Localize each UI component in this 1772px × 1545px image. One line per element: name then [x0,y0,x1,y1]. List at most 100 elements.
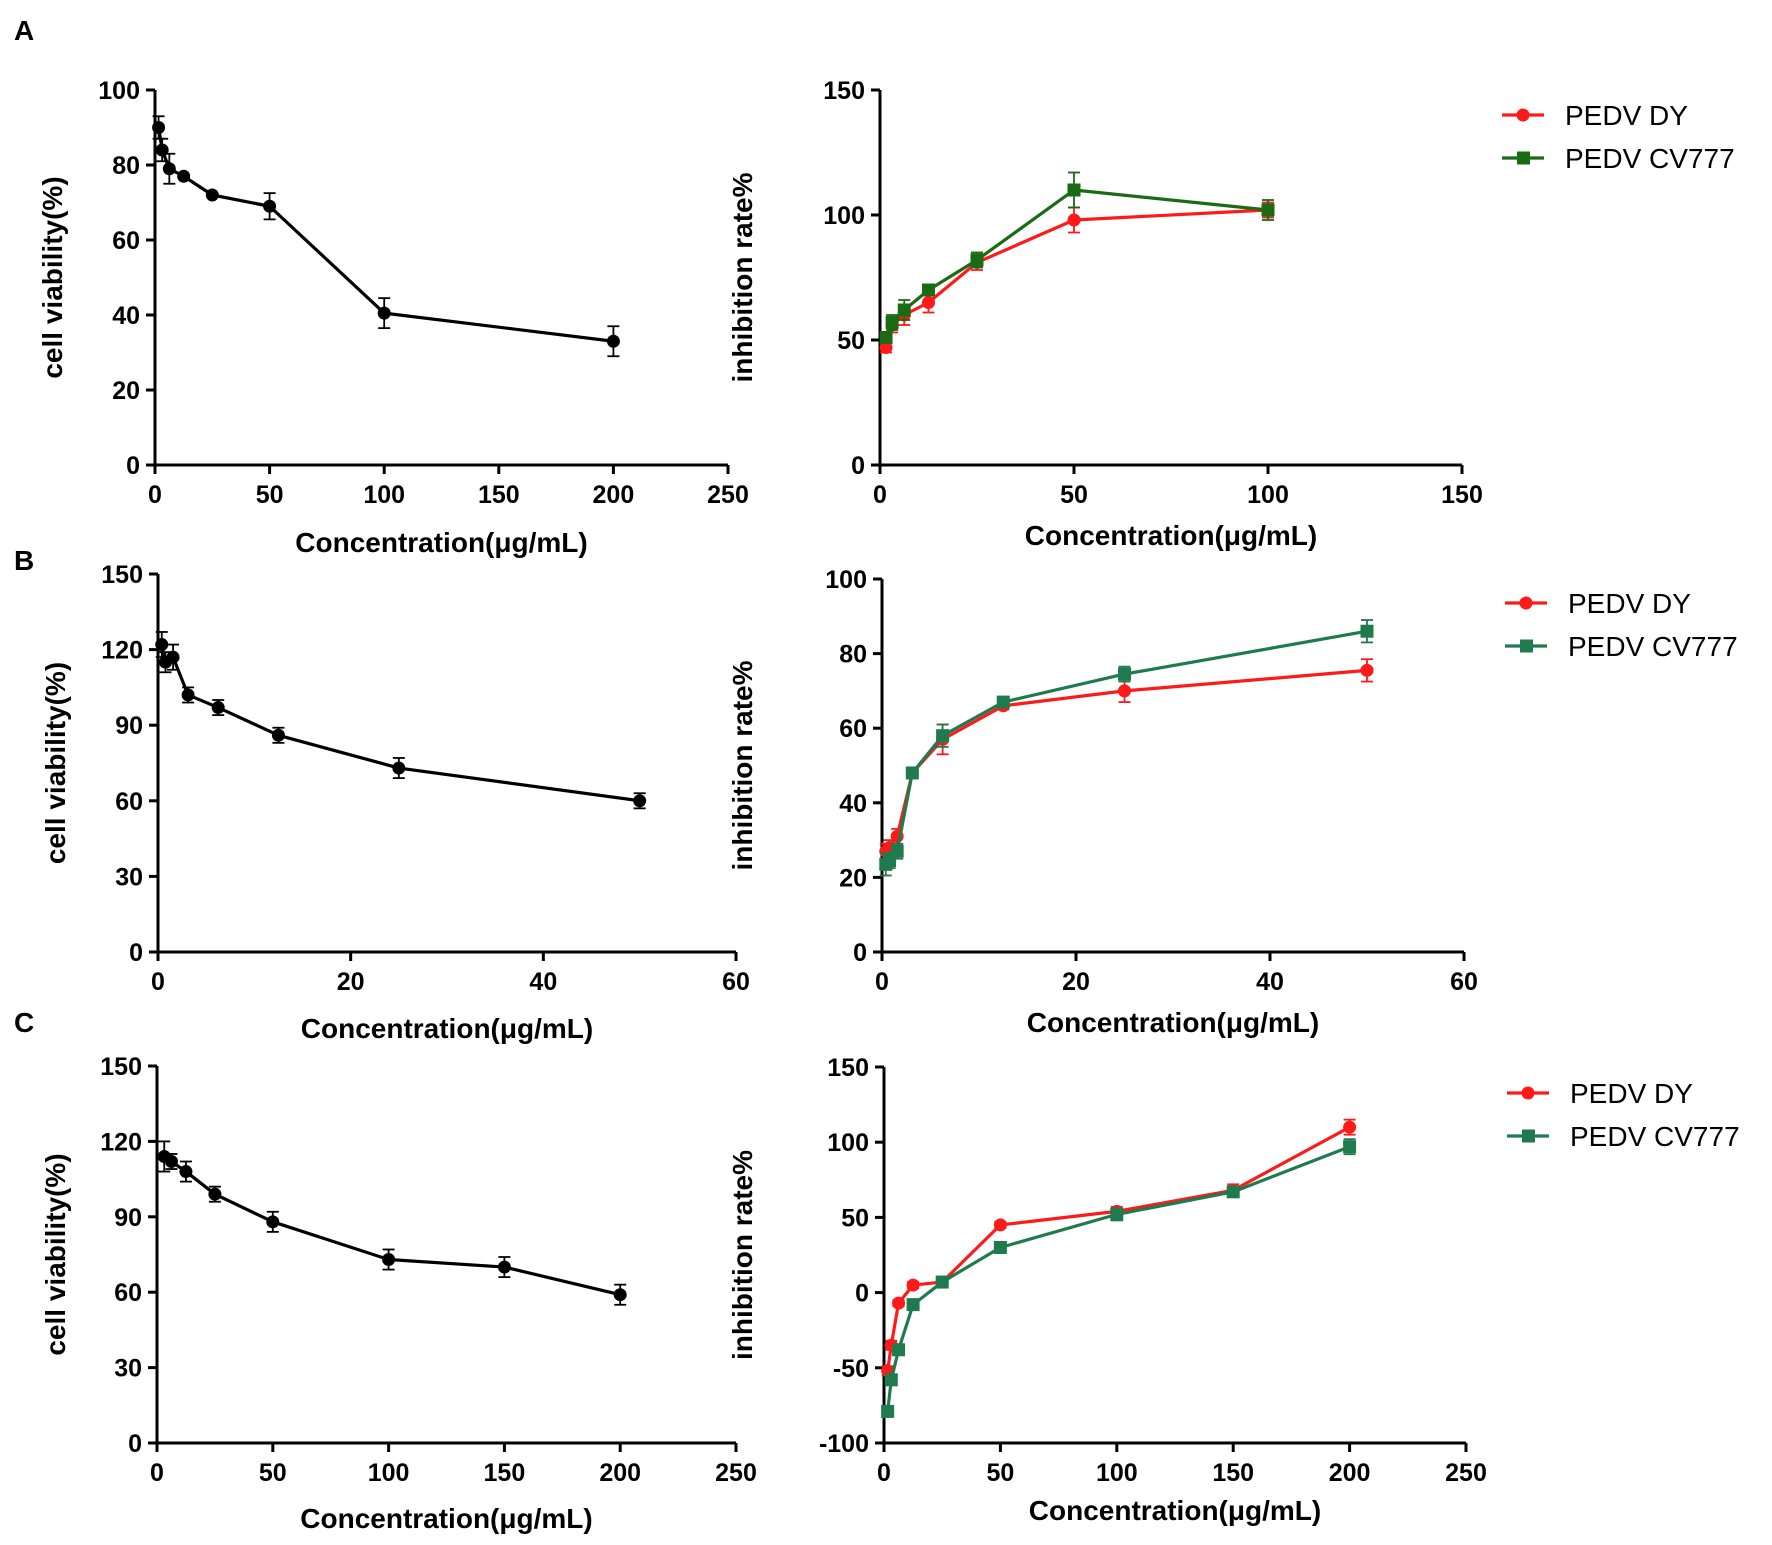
data-point [177,169,191,183]
y-tick-label: 20 [839,864,867,892]
legend-label: PEDV CV777 [1568,631,1738,662]
y-tick-label: 150 [100,1053,142,1081]
y-tick-label: 100 [98,77,140,105]
x-tick-label: 0 [875,968,889,996]
x-tick-label: 200 [1329,1459,1371,1487]
data-point [205,188,219,202]
data-point [162,162,176,176]
data-point [1261,203,1275,217]
data-point [905,766,919,780]
data-point [382,1253,396,1267]
data-point [881,1404,895,1418]
data-point [936,729,950,743]
data-point [993,1240,1007,1254]
y-axis-label: cell viability(%) [37,176,68,378]
data-point [208,1187,222,1201]
data-point [879,331,893,344]
series-pedv-dy [879,201,1275,354]
series-pedv-dy [881,1118,1357,1378]
legend-marker [1517,151,1530,165]
y-tick-label: 100 [823,202,865,230]
series-line [886,1145,1351,1412]
x-tick-label: 50 [1060,481,1088,509]
data-point [892,1343,906,1357]
x-tick-label: 250 [707,481,749,509]
y-tick-label: 150 [823,77,865,105]
y-tick-label: 50 [841,1204,869,1232]
data-point [155,638,169,652]
data-point [897,303,911,317]
legend: PEDV DY PEDV CV777 [1507,1078,1740,1152]
data-point [1360,663,1374,677]
panel-label-b: B [14,545,34,576]
x-tick-label: 100 [1096,1459,1138,1487]
data-point [1226,1185,1240,1199]
data-point [152,121,166,134]
x-tick-label: 20 [1062,968,1090,996]
data-point [377,306,391,320]
panel-label-a: A [14,15,34,46]
x-tick-label: 0 [873,481,887,509]
x-tick-label: 0 [148,481,162,509]
y-tick-label: 0 [129,939,143,967]
x-tick-label: 50 [259,1459,287,1487]
y-tick-label: 0 [126,452,140,480]
legend-marker [1516,108,1530,122]
data-point [879,341,893,354]
data-point [890,844,904,858]
x-tick-label: 50 [986,1459,1014,1487]
data-point [993,1218,1007,1232]
y-tick-label: 100 [827,1129,869,1157]
series-pedv-cv777 [879,619,1374,877]
y-tick-label: -100 [819,1430,869,1458]
y-tick-label: 100 [825,566,867,594]
data-point [181,688,195,702]
data-point [922,283,935,297]
y-axis-label: inhibition rate% [727,1150,758,1360]
chart-c-cell-viability: 0 30 60 90 120 150 0 50 100 150 200 250 Concentratio… [40,1053,757,1534]
y-tick-label: 120 [101,637,143,665]
data-point [1360,624,1374,638]
x-tick-label: 150 [1441,481,1483,509]
legend: PEDV DY PEDV CV777 [1502,100,1735,174]
data-point [1343,1120,1357,1134]
chart-a-cell-viability: 0 20 40 60 80 100 0 50 100 150 200 250 Concentration… [37,77,749,558]
x-tick-label: 0 [150,1459,164,1487]
y-axis-label: inhibition rate% [727,172,758,382]
data-point [906,1278,920,1292]
data-point [263,199,277,213]
y-tick-label: 0 [851,452,865,480]
data-point [1118,667,1131,681]
y-tick-label: 60 [112,227,140,255]
data-point [935,1275,949,1289]
x-tick-label: 50 [256,481,284,509]
series-line [884,208,1269,348]
y-tick-label: 60 [114,1279,142,1307]
legend-label: PEDV DY [1568,588,1691,619]
x-tick-label: 40 [1256,968,1284,996]
y-axis-label: cell viability(%) [40,1153,71,1355]
data-point [1110,1207,1124,1221]
series-cell-viability [155,631,647,810]
x-tick-label: 60 [1450,968,1478,996]
chart-b-cell-viability: 0 30 60 90 120 150 0 20 40 60 Concentration(μg/mL)… [40,561,750,1044]
x-tick-label: 200 [593,481,635,509]
legend-marker [1519,596,1533,610]
data-point [266,1215,280,1229]
panel-label-c: C [14,1007,34,1038]
y-tick-label: 150 [827,1054,869,1082]
legend-label: PEDV DY [1570,1078,1693,1109]
x-tick-label: 0 [151,968,165,996]
data-point [922,296,935,309]
x-axis-label: Concentration(μg/mL) [295,527,587,558]
chart-b-inhibition-rate: 0 20 40 60 80 100 0 20 40 60 Concentration(μg/mL) i… [727,566,1738,1038]
series-line [884,668,1368,853]
series-pedv-cv777 [881,1138,1357,1418]
series-line [163,1155,621,1297]
data-point [1118,684,1131,698]
x-tick-label: 200 [599,1459,641,1487]
y-tick-label: 80 [112,152,140,180]
y-tick-label: 0 [855,1280,869,1308]
x-tick-label: 150 [478,481,520,509]
